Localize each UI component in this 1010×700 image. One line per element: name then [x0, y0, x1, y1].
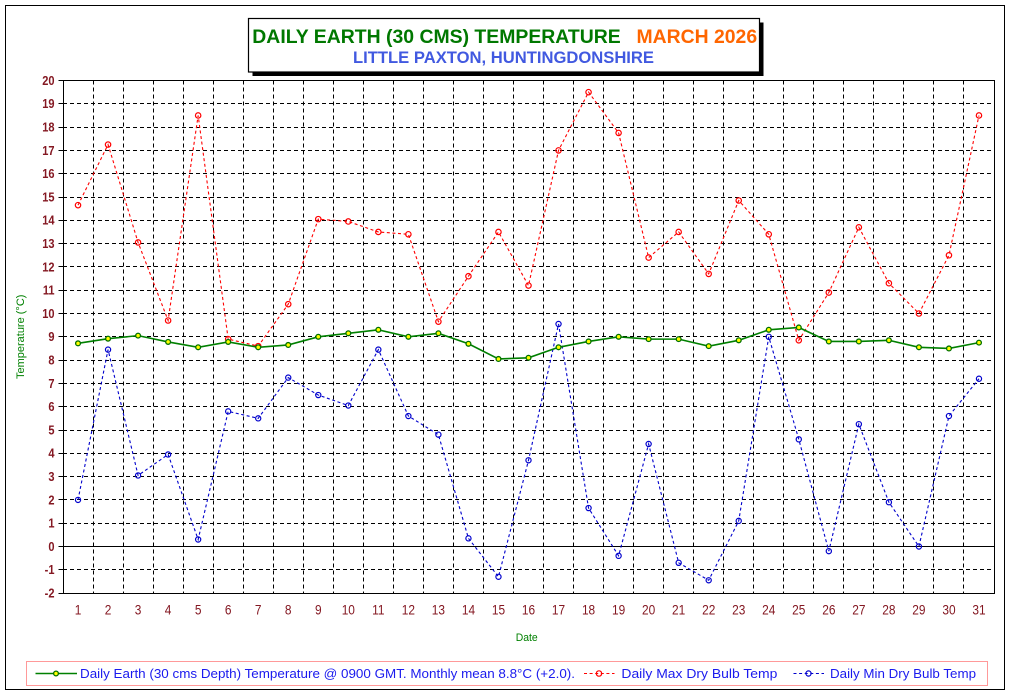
svg-text:Temperature (°C): Temperature (°C): [15, 295, 27, 379]
svg-text:4: 4: [165, 602, 172, 618]
svg-text:30: 30: [942, 602, 955, 618]
svg-text:3: 3: [48, 469, 54, 484]
svg-text:15: 15: [42, 190, 55, 205]
svg-text:6: 6: [48, 399, 54, 414]
svg-text:8: 8: [48, 353, 54, 368]
svg-text:19: 19: [612, 602, 625, 618]
svg-text:LITTLE PAXTON, HUNTINGDONSHIRE: LITTLE PAXTON, HUNTINGDONSHIRE: [353, 49, 654, 67]
svg-text:19: 19: [42, 96, 55, 111]
svg-text:4: 4: [48, 446, 54, 461]
svg-text:11: 11: [43, 283, 55, 298]
svg-text:9: 9: [315, 602, 322, 618]
svg-text:-1: -1: [45, 562, 55, 577]
svg-text:25: 25: [792, 602, 805, 618]
svg-text:7: 7: [48, 376, 54, 391]
svg-text:0: 0: [48, 539, 54, 554]
svg-text:22: 22: [702, 602, 715, 618]
svg-text:3: 3: [135, 602, 142, 618]
svg-text:8: 8: [285, 602, 292, 618]
svg-text:10: 10: [342, 602, 355, 618]
svg-text:18: 18: [42, 120, 55, 135]
svg-text:5: 5: [195, 602, 202, 618]
svg-text:9: 9: [48, 329, 54, 344]
svg-text:21: 21: [672, 602, 685, 618]
svg-text:Daily Earth (30 cms Depth) Tem: Daily Earth (30 cms Depth) Temperature @…: [80, 666, 575, 681]
svg-text:2: 2: [48, 492, 54, 507]
svg-text:14: 14: [462, 602, 475, 618]
svg-text:1: 1: [48, 516, 54, 531]
svg-text:Daily Min Dry Bulb Temp: Daily Min Dry Bulb Temp: [830, 666, 976, 681]
svg-text:Daily Max Dry Bulb Temp: Daily Max Dry Bulb Temp: [621, 666, 777, 681]
svg-text:6: 6: [225, 602, 232, 618]
svg-text:16: 16: [42, 166, 55, 181]
svg-text:29: 29: [912, 602, 925, 618]
svg-text:-2: -2: [45, 586, 55, 601]
svg-text:20: 20: [42, 73, 55, 88]
svg-text:26: 26: [822, 602, 835, 618]
svg-text:17: 17: [42, 143, 55, 158]
svg-text:7: 7: [255, 602, 262, 618]
svg-text:24: 24: [762, 602, 775, 618]
svg-text:1: 1: [75, 602, 82, 618]
svg-text:Date: Date: [516, 632, 538, 644]
svg-text:16: 16: [522, 602, 535, 618]
svg-text:13: 13: [42, 236, 55, 251]
svg-text:31: 31: [972, 602, 985, 618]
svg-text:15: 15: [492, 602, 505, 618]
svg-text:11: 11: [372, 602, 384, 618]
svg-text:18: 18: [582, 602, 595, 618]
svg-text:10: 10: [42, 306, 55, 321]
svg-text:12: 12: [402, 602, 415, 618]
svg-text:27: 27: [852, 602, 865, 618]
svg-text:12: 12: [42, 259, 55, 274]
svg-text:2: 2: [105, 602, 112, 618]
svg-text:20: 20: [642, 602, 655, 618]
svg-text:28: 28: [882, 602, 895, 618]
svg-text:DAILY EARTH (30 CMS) TEMPERATU: DAILY EARTH (30 CMS) TEMPERATURE: [252, 26, 620, 48]
svg-text:17: 17: [552, 602, 565, 618]
svg-text:5: 5: [48, 423, 54, 438]
svg-text:14: 14: [42, 213, 55, 228]
svg-text:13: 13: [432, 602, 445, 618]
svg-text:MARCH 2026: MARCH 2026: [637, 26, 758, 48]
svg-text:23: 23: [732, 602, 745, 618]
